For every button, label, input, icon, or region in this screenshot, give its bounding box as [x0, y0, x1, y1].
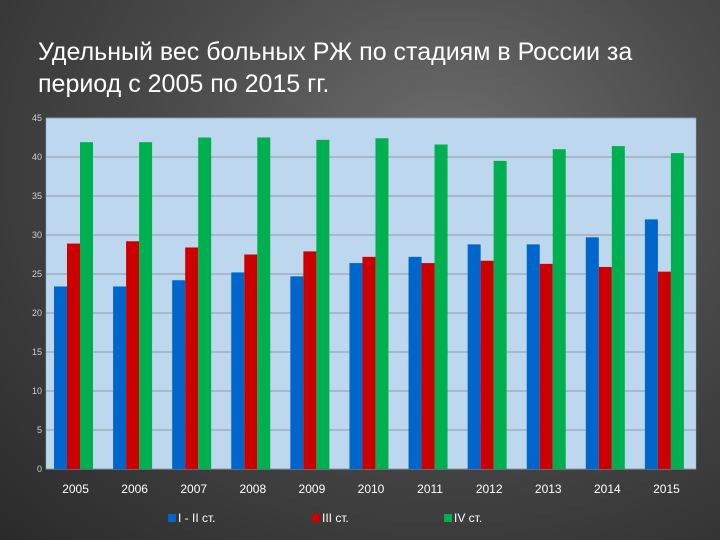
bar-2014-series-2 — [598, 266, 612, 469]
legend-swatch-2 — [312, 514, 320, 522]
bar-2010-series-2 — [362, 256, 376, 469]
legend-swatch-1 — [168, 514, 176, 522]
legend-label-2: III ст. — [322, 511, 349, 525]
x-tick-label: 2011 — [417, 482, 443, 496]
x-tick-label: 2015 — [653, 482, 680, 496]
x-tick-label: 2014 — [594, 482, 621, 496]
bar-2015-series-2 — [657, 271, 671, 469]
x-tick-label: 2006 — [121, 482, 148, 496]
y-axis-ticks: 0 5 10 15 20 25 30 35 40 45 — [32, 113, 42, 474]
bar-2015-series-1 — [644, 219, 658, 469]
bar-2013-series-3 — [552, 149, 566, 469]
bar-2005-series-1 — [54, 286, 67, 469]
x-axis-labels: 2005 2006 2007 2008 2009 2010 2011 2012 2013 2014… — [62, 482, 680, 496]
y-tick-label: 45 — [32, 113, 42, 123]
bar-2008-series-1 — [231, 272, 245, 469]
bar-2015-series-3 — [670, 153, 684, 469]
chart-title: Удельный вес больных РЖ по стадиям в Рос… — [38, 38, 633, 98]
x-tick-label: 2013 — [535, 482, 562, 496]
bar-2005-series-2 — [67, 243, 80, 469]
bar-2005-series-3 — [80, 142, 93, 469]
bar-2013-series-1 — [526, 244, 540, 469]
bar-2014-series-3 — [611, 146, 625, 469]
bar-2008-series-2 — [244, 254, 258, 469]
bars — [54, 137, 684, 469]
y-tick-label: 5 — [37, 425, 42, 435]
bar-2007-series-2 — [185, 247, 199, 469]
x-tick-label: 2012 — [476, 482, 503, 496]
y-tick-label: 30 — [32, 230, 42, 240]
bar-2009-series-1 — [290, 276, 304, 469]
bar-2007-series-1 — [172, 280, 186, 469]
x-tick-label: 2010 — [358, 482, 385, 496]
bar-2006-series-3 — [139, 142, 153, 469]
x-tick-label: 2008 — [239, 482, 266, 496]
y-tick-label: 40 — [32, 152, 42, 162]
bar-2012-series-1 — [467, 244, 481, 469]
legend-label-1: I - II ст. — [178, 511, 216, 525]
legend-swatch-3 — [444, 514, 452, 522]
bar-2007-series-3 — [198, 137, 212, 469]
bar-2010-series-1 — [349, 263, 363, 469]
y-tick-label: 0 — [37, 464, 42, 474]
y-tick-label: 25 — [32, 269, 42, 279]
x-tick-label: 2009 — [299, 482, 326, 496]
legend-label-3: IV ст. — [454, 511, 482, 525]
bar-2009-series-3 — [316, 139, 330, 469]
bar-2011-series-3 — [434, 144, 448, 469]
legend: I - II ст. III ст. IV ст. — [168, 511, 482, 525]
y-tick-label: 20 — [32, 308, 42, 318]
bar-2006-series-1 — [113, 286, 127, 469]
y-tick-label: 35 — [32, 191, 42, 201]
bar-2011-series-1 — [408, 256, 422, 469]
bar-2014-series-1 — [585, 237, 599, 469]
y-tick-label: 15 — [32, 347, 42, 357]
bar-2006-series-2 — [126, 241, 140, 469]
bar-2010-series-3 — [375, 138, 389, 469]
bar-2009-series-2 — [303, 251, 317, 469]
bar-2011-series-2 — [421, 263, 435, 469]
bar-2012-series-3 — [493, 160, 507, 469]
bar-2012-series-2 — [480, 260, 494, 469]
y-tick-label: 10 — [32, 386, 42, 396]
x-tick-label: 2007 — [180, 482, 207, 496]
x-tick-label: 2005 — [62, 482, 89, 496]
bar-2013-series-2 — [539, 263, 553, 469]
bar-2008-series-3 — [257, 137, 271, 469]
